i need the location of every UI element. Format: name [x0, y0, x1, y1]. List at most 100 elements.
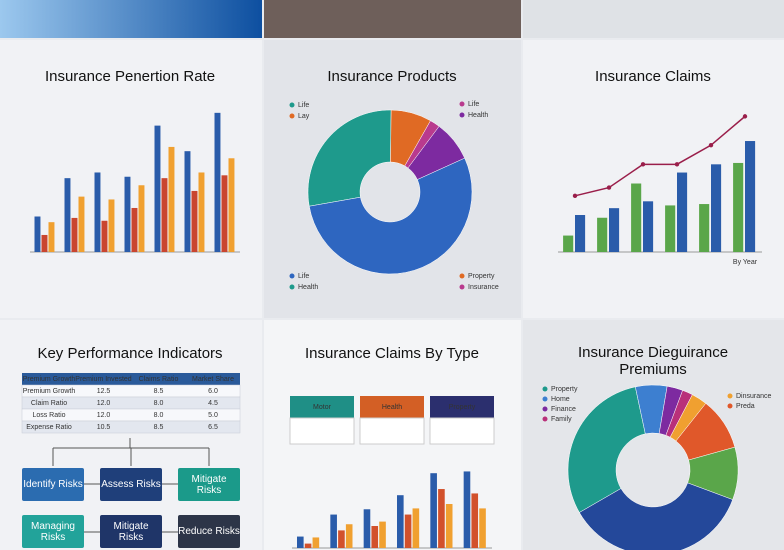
bar	[463, 471, 471, 548]
bar	[312, 537, 320, 548]
type-box	[290, 396, 354, 418]
table-header-cell: Premium Invested	[75, 376, 132, 383]
bar	[338, 530, 345, 548]
table-cell: 12.0	[97, 412, 111, 419]
process-node-label: Mitigate Risks	[113, 520, 149, 543]
chart-title: Insurance Claims	[595, 68, 711, 85]
process-node	[178, 468, 240, 501]
bar	[71, 217, 78, 252]
process-node-box: Mitigate Risks	[191, 473, 227, 496]
bar	[297, 536, 304, 548]
bar	[124, 176, 131, 252]
bar	[665, 205, 676, 252]
table-cell: 12.5	[97, 388, 111, 395]
type-box	[430, 396, 494, 418]
table-cell: 8.0	[154, 400, 164, 407]
bar	[471, 493, 479, 548]
bar	[371, 526, 379, 548]
bar	[221, 175, 228, 252]
annotation-dot	[289, 113, 295, 119]
type-box-label: Motor	[313, 404, 332, 411]
bar	[609, 208, 620, 252]
chart-title: Insurance Products	[327, 68, 457, 85]
annotation: Life	[298, 273, 309, 280]
bar	[161, 178, 168, 252]
annotation-dot	[542, 416, 548, 422]
chart-title: Insurance Claims By Type	[305, 345, 479, 362]
bar	[379, 521, 386, 548]
process-node-box: Reduce Risks	[178, 526, 240, 537]
bar	[228, 158, 235, 252]
process-node-label: Managing Risks	[31, 520, 75, 543]
banner-image	[0, 0, 262, 38]
bar	[563, 235, 574, 252]
process-node-label: Identify Risks	[23, 479, 83, 490]
chart-title: Insurance Dieguirance Premiums	[577, 344, 729, 378]
line-point	[708, 142, 714, 148]
bar	[438, 489, 445, 548]
table-cell: 5.0	[208, 412, 218, 419]
process-node	[100, 468, 162, 501]
bar	[214, 112, 221, 252]
line-point	[742, 114, 748, 119]
table-cell: 8.5	[154, 388, 164, 395]
bar	[64, 178, 71, 252]
type-box-body	[429, 417, 495, 445]
annotation-dot	[459, 112, 465, 118]
annotation: Property	[551, 386, 578, 393]
flow-connectors	[52, 438, 210, 533]
table-cell: 8.5	[154, 424, 164, 431]
x-tick-label: By Year	[733, 259, 758, 266]
line-point	[674, 162, 680, 167]
bar	[304, 543, 312, 548]
annotation: Finance	[551, 406, 576, 413]
bar	[108, 199, 115, 252]
bar	[430, 473, 437, 548]
annotation-dot	[459, 284, 465, 290]
type-box-body	[289, 417, 355, 445]
table-header	[22, 373, 240, 385]
table-header-cell: Premium Growth	[23, 376, 76, 383]
bar	[138, 185, 145, 252]
line	[574, 115, 746, 197]
table-cell: 4.5	[208, 400, 218, 407]
pie-slice	[307, 109, 392, 207]
bar	[94, 172, 101, 252]
annotation-dot	[542, 396, 548, 402]
annotation-dot	[459, 101, 465, 107]
annotation-dot	[459, 273, 465, 279]
bar	[643, 201, 654, 252]
bar	[363, 509, 371, 548]
bar	[631, 183, 642, 252]
bar	[101, 220, 108, 252]
bar	[184, 151, 191, 252]
type-box-label: Property	[449, 404, 476, 411]
annotation: Life	[298, 102, 309, 109]
table-cell: Claim Ratio	[31, 400, 67, 407]
table-cell: 8.0	[154, 412, 164, 419]
chart-title: Insurance Penertion Rate	[44, 68, 216, 85]
annotation-dot	[289, 102, 295, 108]
banner-image	[523, 0, 784, 38]
table-row	[21, 420, 241, 434]
table-cell: 12.0	[97, 400, 111, 407]
annotation: Home	[551, 396, 570, 403]
process-node-label: Mitigate Risks	[191, 473, 227, 496]
table-cell: Loss Ratio	[32, 412, 65, 419]
table-header-cell: Claims Ratio	[139, 376, 179, 383]
annotation: Preda	[736, 403, 755, 410]
table-cell: Premium Growth	[23, 388, 76, 395]
process-node-label: Assess Risks	[101, 479, 161, 490]
process-node-box: Mitigate Risks	[113, 520, 149, 543]
bar	[677, 172, 688, 252]
bar	[48, 222, 55, 252]
banner-image	[264, 0, 521, 38]
table-cell: 10.5	[97, 424, 111, 431]
bar	[168, 146, 175, 252]
bar	[345, 524, 353, 548]
table-title: Key Performance Indicators	[37, 345, 223, 362]
annotation-dot	[542, 386, 548, 392]
annotation-dot	[542, 406, 548, 412]
